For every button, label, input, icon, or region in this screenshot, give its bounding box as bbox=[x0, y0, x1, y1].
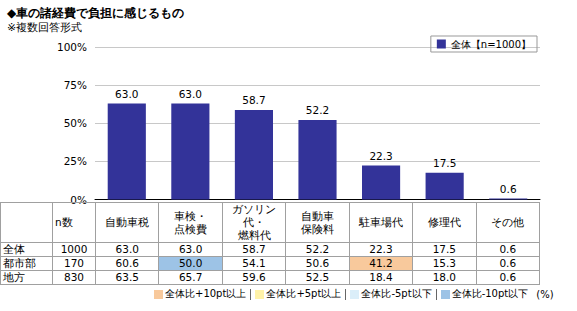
svg-text:50%: 50% bbox=[64, 117, 87, 129]
html-text:ガソリン代・ 燃料代: ガソリン代・ 燃料代 bbox=[232, 203, 276, 241]
html-text:18.4: 18.4 bbox=[369, 271, 393, 283]
html-text:52.5: 52.5 bbox=[305, 271, 330, 283]
svg-text:22.3: 22.3 bbox=[369, 150, 392, 162]
html-text:全体比+10pt以上: 全体比+10pt以上 bbox=[165, 288, 247, 299]
svg-text:0.6: 0.6 bbox=[500, 183, 517, 195]
html-text:52.2: 52.2 bbox=[305, 243, 330, 255]
html-text:n数: n数 bbox=[55, 216, 73, 228]
html-text:全体: 全体 bbox=[3, 243, 25, 255]
html-text:65.7: 65.7 bbox=[178, 271, 203, 283]
html-text:15.3: 15.3 bbox=[432, 257, 456, 269]
html-text:18.0: 18.0 bbox=[432, 271, 456, 283]
html-text:50.6: 50.6 bbox=[305, 257, 330, 269]
html-text:830: 830 bbox=[64, 271, 84, 283]
svg-text:◆車の諸経費で負担に感じるもの: ◆車の諸経費で負担に感じるもの bbox=[7, 6, 184, 20]
svg-text:52.2: 52.2 bbox=[306, 104, 329, 116]
svg-text:全体【n=1000】: 全体【n=1000】 bbox=[451, 39, 531, 50]
html-text:車検・ 点検費: 車検・ 点検費 bbox=[174, 209, 208, 235]
html-text:58.7: 58.7 bbox=[242, 243, 266, 255]
html-text:都市部: 都市部 bbox=[3, 257, 36, 269]
html-text:全体比+5pt以上: 全体比+5pt以上 bbox=[266, 288, 342, 299]
html-text:自動車税: 自動車税 bbox=[105, 216, 150, 228]
html-text:0.6: 0.6 bbox=[499, 243, 517, 255]
html-text:170: 170 bbox=[64, 257, 84, 269]
svg-text:58.7: 58.7 bbox=[242, 94, 265, 106]
html-text:54.1: 54.1 bbox=[242, 257, 266, 269]
html-text:60.6: 60.6 bbox=[115, 257, 139, 269]
html-text:59.6: 59.6 bbox=[242, 271, 266, 283]
html-text:駐車場代: 駐車場代 bbox=[358, 216, 403, 228]
html-text:22.3: 22.3 bbox=[369, 243, 393, 255]
html-text:63.5: 63.5 bbox=[115, 271, 139, 283]
svg-text:63.0: 63.0 bbox=[115, 88, 138, 100]
html-text:17.5: 17.5 bbox=[432, 243, 456, 255]
html-text:63.0: 63.0 bbox=[178, 243, 203, 255]
svg-text:100%: 100% bbox=[57, 41, 87, 53]
html-text:0.6: 0.6 bbox=[499, 257, 517, 269]
svg-text:63.0: 63.0 bbox=[179, 88, 202, 100]
html-text:自動車 保険料: 自動車 保険料 bbox=[301, 209, 334, 235]
html-text:その他: その他 bbox=[491, 216, 525, 228]
svg-text:17.5: 17.5 bbox=[433, 157, 456, 169]
svg-text:75%: 75% bbox=[64, 79, 87, 91]
html-text:全体比-5pt以下: 全体比-5pt以下 bbox=[361, 288, 432, 299]
html-text:修理代: 修理代 bbox=[427, 216, 461, 228]
html-text:1000: 1000 bbox=[60, 243, 88, 255]
html-text:全体比-10pt以下: 全体比-10pt以下 bbox=[451, 288, 529, 299]
html-text:63.0: 63.0 bbox=[115, 243, 139, 255]
html-text:41.2: 41.2 bbox=[369, 257, 393, 269]
html-text:地方: 地方 bbox=[3, 271, 25, 283]
html-text:50.0: 50.0 bbox=[178, 257, 203, 269]
html-text:0.6: 0.6 bbox=[499, 271, 517, 283]
svg-text:※複数回答形式: ※複数回答形式 bbox=[7, 21, 82, 34]
svg-text:25%: 25% bbox=[64, 155, 87, 167]
